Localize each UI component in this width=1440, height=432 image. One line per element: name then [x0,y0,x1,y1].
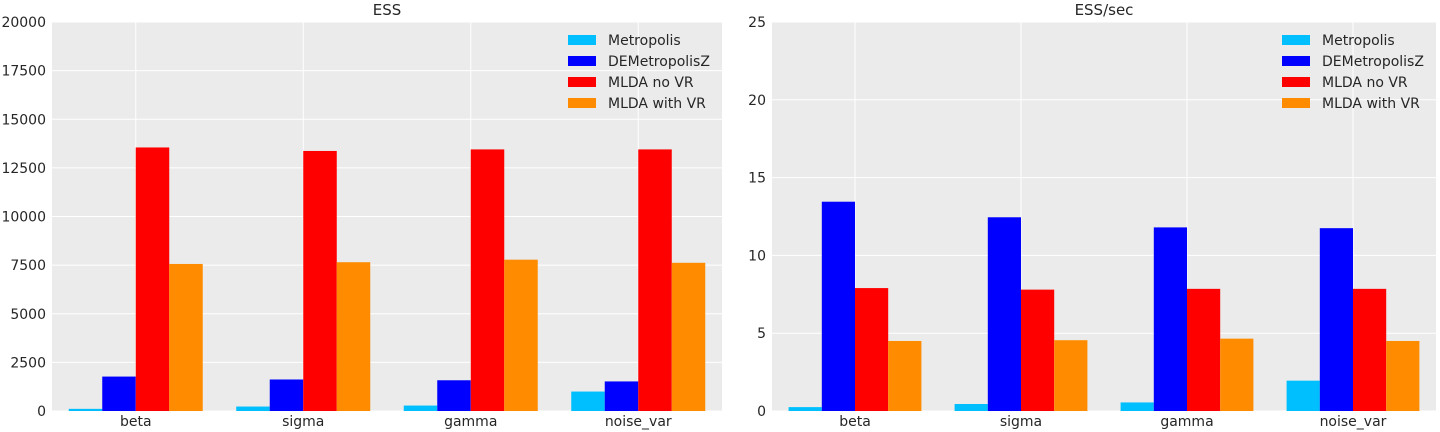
y-tick-label: 25 [748,15,766,31]
y-tick-label: 12500 [1,161,46,177]
x-tick-label: beta [839,414,871,430]
legend-swatch [1282,98,1310,108]
bar-metropolis [68,408,103,411]
bar-mlda-no-vr [470,149,505,411]
legend-label: MLDA no VR [608,75,694,91]
bar-demetropolisz [987,217,1021,411]
legend-swatch [1282,77,1310,87]
bar-demetropolisz [604,381,639,411]
y-tick-label: 20000 [1,15,46,31]
x-tick-label: gamma [444,414,497,430]
legend-swatch [1282,56,1310,66]
y-tick-label: 15000 [1,112,46,128]
x-tick-label: noise_var [605,414,672,430]
chart-panel-1: 0 5 10 15 20 25 beta sigma gamma noise_var ESS/sec… [748,1,1436,430]
bar-mlda-no-vr [855,288,889,411]
y-tick-label: 10 [748,248,766,264]
chart-title: ESS [373,1,402,19]
bar-metropolis [788,407,822,411]
legend-swatch [568,35,596,45]
bar-mlda-no-vr [1187,288,1221,411]
bar-mlda-no-vr [135,147,170,411]
legend-label: DEMetropolisZ [608,54,710,70]
bar-demetropolisz [1319,228,1353,411]
y-tick-label: 20 [748,93,766,109]
bar-mlda-no-vr [303,150,337,412]
bar-mlda-with-vr [336,262,371,411]
bar-mlda-no-vr [638,149,672,411]
legend-swatch [568,56,596,66]
y-tick-label: 0 [757,404,766,420]
bar-mlda-with-vr [671,262,706,411]
bar-demetropolisz [821,201,855,411]
x-tick-label: sigma [1000,414,1042,430]
bar-metropolis [1120,402,1154,411]
y-tick-label: 15 [748,171,766,187]
bar-mlda-no-vr [1021,289,1055,411]
legend-label: Metropolis [1322,33,1395,49]
y-tick-label: 2500 [10,355,46,371]
bar-metropolis [571,391,605,411]
x-tick-label: noise_var [1320,414,1387,430]
bar-demetropolisz [269,379,304,411]
bar-mlda-with-vr [169,263,203,411]
legend-label: Metropolis [608,33,681,49]
bar-demetropolisz [1153,227,1187,411]
legend-label: DEMetropolisZ [1322,54,1424,70]
legend-label: MLDA with VR [1322,96,1420,112]
legend-swatch [568,77,596,87]
legend-swatch [568,98,596,108]
bar-metropolis [1286,380,1320,411]
bar-mlda-with-vr [1054,340,1088,411]
legend-swatch [1282,35,1310,45]
bar-metropolis [403,405,438,411]
bar-mlda-no-vr [1353,288,1387,411]
y-tick-label: 0 [37,404,46,420]
x-tick-label: gamma [1160,414,1213,430]
bar-demetropolisz [437,380,471,411]
bar-mlda-with-vr [1220,338,1254,411]
legend-label: MLDA no VR [1322,75,1408,91]
y-tick-label: 10000 [1,210,46,226]
y-tick-label: 5000 [10,307,46,323]
bar-mlda-with-vr [504,259,538,411]
chart-panel-0: 0 2500 5000 7500 10000 12500 15000 17500 20000 be… [1,1,722,430]
bar-demetropolisz [102,376,136,411]
y-tick-label: 7500 [10,258,46,274]
bar-mlda-with-vr [1386,340,1420,411]
x-tick-label: sigma [282,414,324,430]
y-tick-label: 5 [757,326,766,342]
x-tick-label: beta [120,414,152,430]
bar-metropolis [954,403,988,411]
legend-label: MLDA with VR [608,96,706,112]
bar-metropolis [236,406,270,411]
bar-mlda-with-vr [888,340,922,411]
y-tick-label: 17500 [1,64,46,80]
chart-title: ESS/sec [1075,1,1134,19]
